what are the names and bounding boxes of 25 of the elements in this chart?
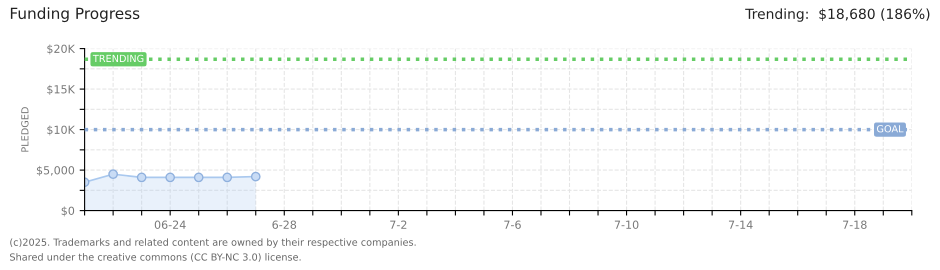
x-tick-label: 7-6 <box>504 220 521 229</box>
y-tick-label: $15K <box>47 84 76 95</box>
y-tick-label: $5,000 <box>36 166 74 176</box>
x-tick-label: 7-14 <box>728 220 753 229</box>
point <box>136 172 147 182</box>
text: Shared under the creative commons (CC BY-NC 3.0) license. <box>10 253 301 262</box>
point <box>250 172 261 182</box>
point <box>222 172 232 182</box>
text: (c)2025. Trademarks and related content are owned by their respective companies. <box>10 238 416 248</box>
x-tick-label: 06-24 <box>154 220 186 229</box>
x-tick-label: 7-2 <box>390 220 406 229</box>
y-tick-label: $0 <box>62 206 74 216</box>
x-tick-label: 7-10 <box>614 220 638 229</box>
text: Trending: $18,680 (186%) <box>745 8 930 22</box>
ref-line-label: TRENDING <box>92 54 144 62</box>
point <box>165 172 176 182</box>
chart-title: Funding Progress <box>10 7 140 22</box>
y-tick-label: $20K <box>47 44 76 54</box>
y-axis-title: PLEDGED <box>21 107 29 152</box>
x-tick-label: 6-28 <box>272 220 296 229</box>
x-tick-label: 7-18 <box>843 220 867 229</box>
point <box>108 169 118 180</box>
ref-line-label: GOAL <box>876 125 904 132</box>
point <box>194 172 204 182</box>
y-tick-label: $10K <box>47 125 76 136</box>
